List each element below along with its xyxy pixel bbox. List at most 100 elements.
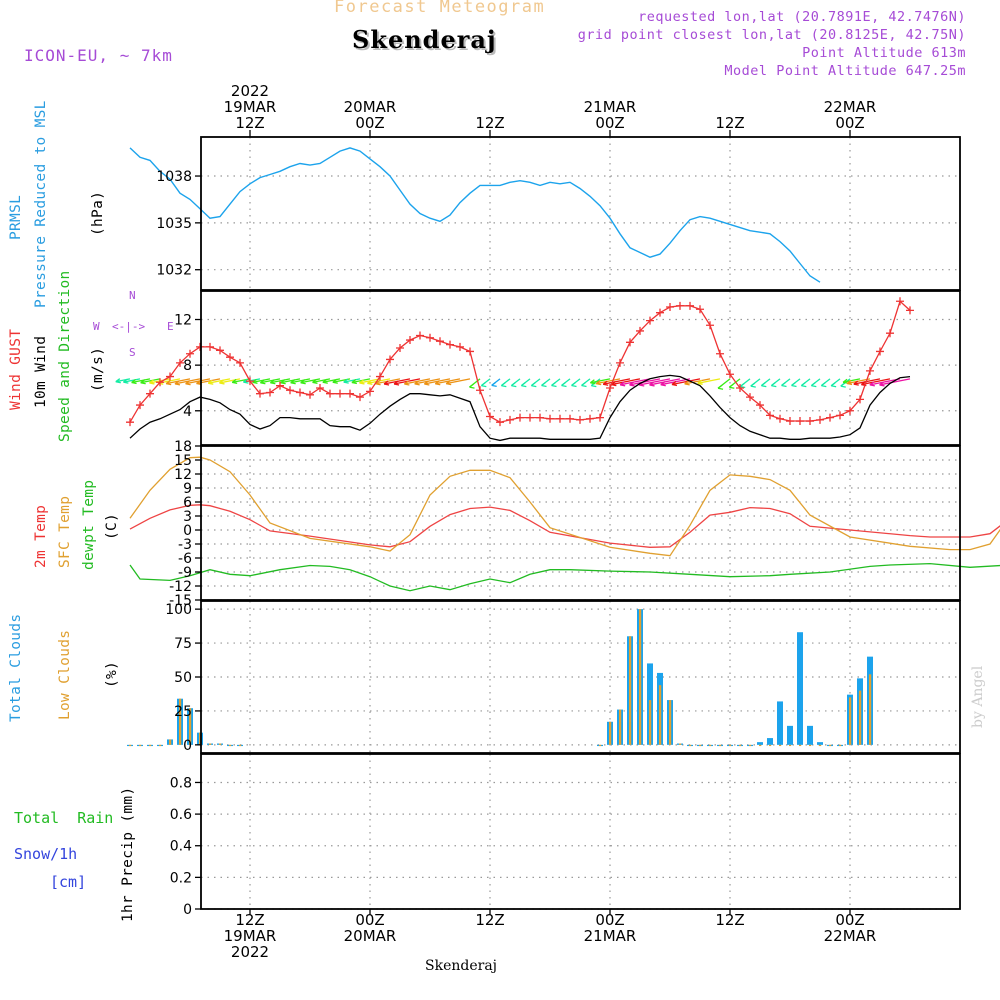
wind-gust-marker	[846, 406, 854, 415]
low-clouds-bar	[609, 721, 612, 745]
low-clouds-bar	[129, 744, 132, 747]
panel-frame-precip	[200, 753, 961, 910]
time-label-top: 22MAR	[824, 98, 877, 116]
low-clouds-bar	[839, 744, 842, 747]
wind-arrowhead	[840, 382, 846, 388]
wind-arrowhead	[259, 379, 266, 385]
low-clouds-bar	[829, 744, 832, 747]
wind-gust-marker	[776, 414, 784, 423]
wind-arrowhead	[541, 381, 547, 388]
y-tick-label: 50	[174, 670, 192, 686]
wind-gust-marker	[726, 370, 734, 379]
wind-arrow	[260, 378, 281, 384]
wind-arrow	[684, 378, 711, 385]
wind-gust-marker	[346, 389, 354, 398]
wind-gust-marker	[326, 389, 334, 398]
wind-arrowhead	[649, 381, 655, 387]
wind-arrowhead	[322, 378, 328, 384]
wind-arrowhead	[581, 381, 587, 388]
wind-gust-marker	[506, 415, 514, 424]
wind-gust-marker	[156, 378, 164, 387]
wind-gust-marker	[266, 388, 274, 397]
y-tick-label: 0	[183, 523, 192, 539]
wind-arrow	[322, 378, 341, 383]
model-label: ICON-EU, ~ 7km	[24, 46, 173, 65]
point-altitude: Point Altitude 613m	[802, 45, 966, 61]
panel-frame-wind	[200, 290, 961, 446]
y-tick-label: 75	[174, 636, 192, 652]
wind-gust-marker	[516, 413, 524, 422]
low-clouds-bar	[749, 744, 752, 747]
wind-gust-marker	[126, 418, 134, 427]
low-clouds-bar	[729, 744, 732, 747]
panel-frame-pressure	[200, 136, 961, 291]
low-clouds-bar	[679, 743, 682, 745]
wind-gust-marker	[906, 306, 914, 315]
wind-arrowhead	[869, 381, 875, 387]
wind-arrowhead	[445, 380, 452, 386]
wind-gust-marker	[186, 349, 194, 358]
y-tick-label: 18	[174, 439, 192, 455]
low-clouds-bar	[149, 744, 152, 747]
y-tick-label: 25	[174, 704, 192, 720]
wind-gust-marker	[566, 414, 574, 423]
wind-gust-marker	[166, 372, 174, 381]
wind-arrowhead	[853, 380, 859, 386]
wind-arrowhead	[800, 382, 807, 388]
wind-arrowhead	[423, 380, 430, 386]
wind-arrowhead	[434, 380, 441, 386]
wind-gust-marker	[336, 389, 344, 398]
wind-arrow	[620, 378, 651, 386]
y-tick-label: 6	[183, 495, 192, 511]
wind-gust-marker	[446, 340, 454, 349]
wind-arrowhead	[770, 382, 777, 388]
wind-gust-marker	[146, 389, 154, 398]
precip-snow-label: Snow/1h	[14, 845, 78, 863]
wind-gust-marker	[586, 414, 594, 423]
y-tick-label: 9	[183, 481, 192, 497]
wind-arrow	[208, 378, 231, 384]
wind-gust-marker	[806, 417, 814, 426]
total-clouds-bar	[767, 738, 773, 745]
wind-gust-marker	[656, 308, 664, 317]
time-label-top: 20MAR	[344, 98, 397, 116]
meteogram-title: Forecast Meteogram	[334, 0, 546, 17]
low-clouds-bar	[179, 698, 182, 745]
time-label-bottom: 19MAR	[224, 927, 277, 945]
total-clouds-bar	[807, 725, 813, 745]
y-tick-label: 1035	[156, 216, 192, 232]
y-tick-label: 0.2	[170, 870, 192, 886]
wind-gust-marker	[766, 411, 774, 420]
wind-gust-marker	[786, 417, 794, 426]
y-tick-label: 0.6	[170, 807, 192, 823]
wind-gust-marker	[216, 346, 224, 355]
wind-gust-marker	[526, 413, 534, 422]
wind-gust-marker	[796, 417, 804, 426]
wind-arrowhead	[846, 379, 853, 386]
wind-gust-marker	[206, 342, 214, 351]
wind-arrow	[185, 378, 211, 385]
wind-gust-marker	[436, 337, 444, 346]
time-label-bottom: 12Z	[235, 911, 264, 929]
wind-gust-marker	[316, 383, 324, 392]
time-label-bottom: 12Z	[715, 911, 744, 929]
wind-arrowhead	[520, 382, 527, 388]
precip-total-rain-label: Total Rain	[14, 809, 114, 827]
low-clouds-bar	[669, 700, 672, 745]
y-tick-label: 100	[165, 602, 192, 618]
wind-gust-marker	[826, 413, 834, 422]
time-label-bottom: 21MAR	[584, 927, 637, 945]
y-tick-label: 1032	[156, 263, 192, 279]
time-label-bottom: 2022	[231, 943, 269, 961]
wind-gust-marker	[676, 301, 684, 310]
wind-arrow	[140, 378, 161, 384]
y-tick-label: 12	[174, 313, 192, 329]
total-clouds-bar	[757, 742, 763, 745]
wind-arrow	[312, 378, 331, 383]
wind-arrowhead	[231, 378, 238, 385]
wind-arrowhead	[312, 378, 318, 384]
grid-point-coords: grid point closest lon,lat (20.8125E, 42…	[577, 27, 966, 43]
wind-arrowhead	[510, 382, 517, 388]
y-tick-label: -3	[178, 537, 192, 553]
wind-arrowhead	[383, 380, 390, 386]
